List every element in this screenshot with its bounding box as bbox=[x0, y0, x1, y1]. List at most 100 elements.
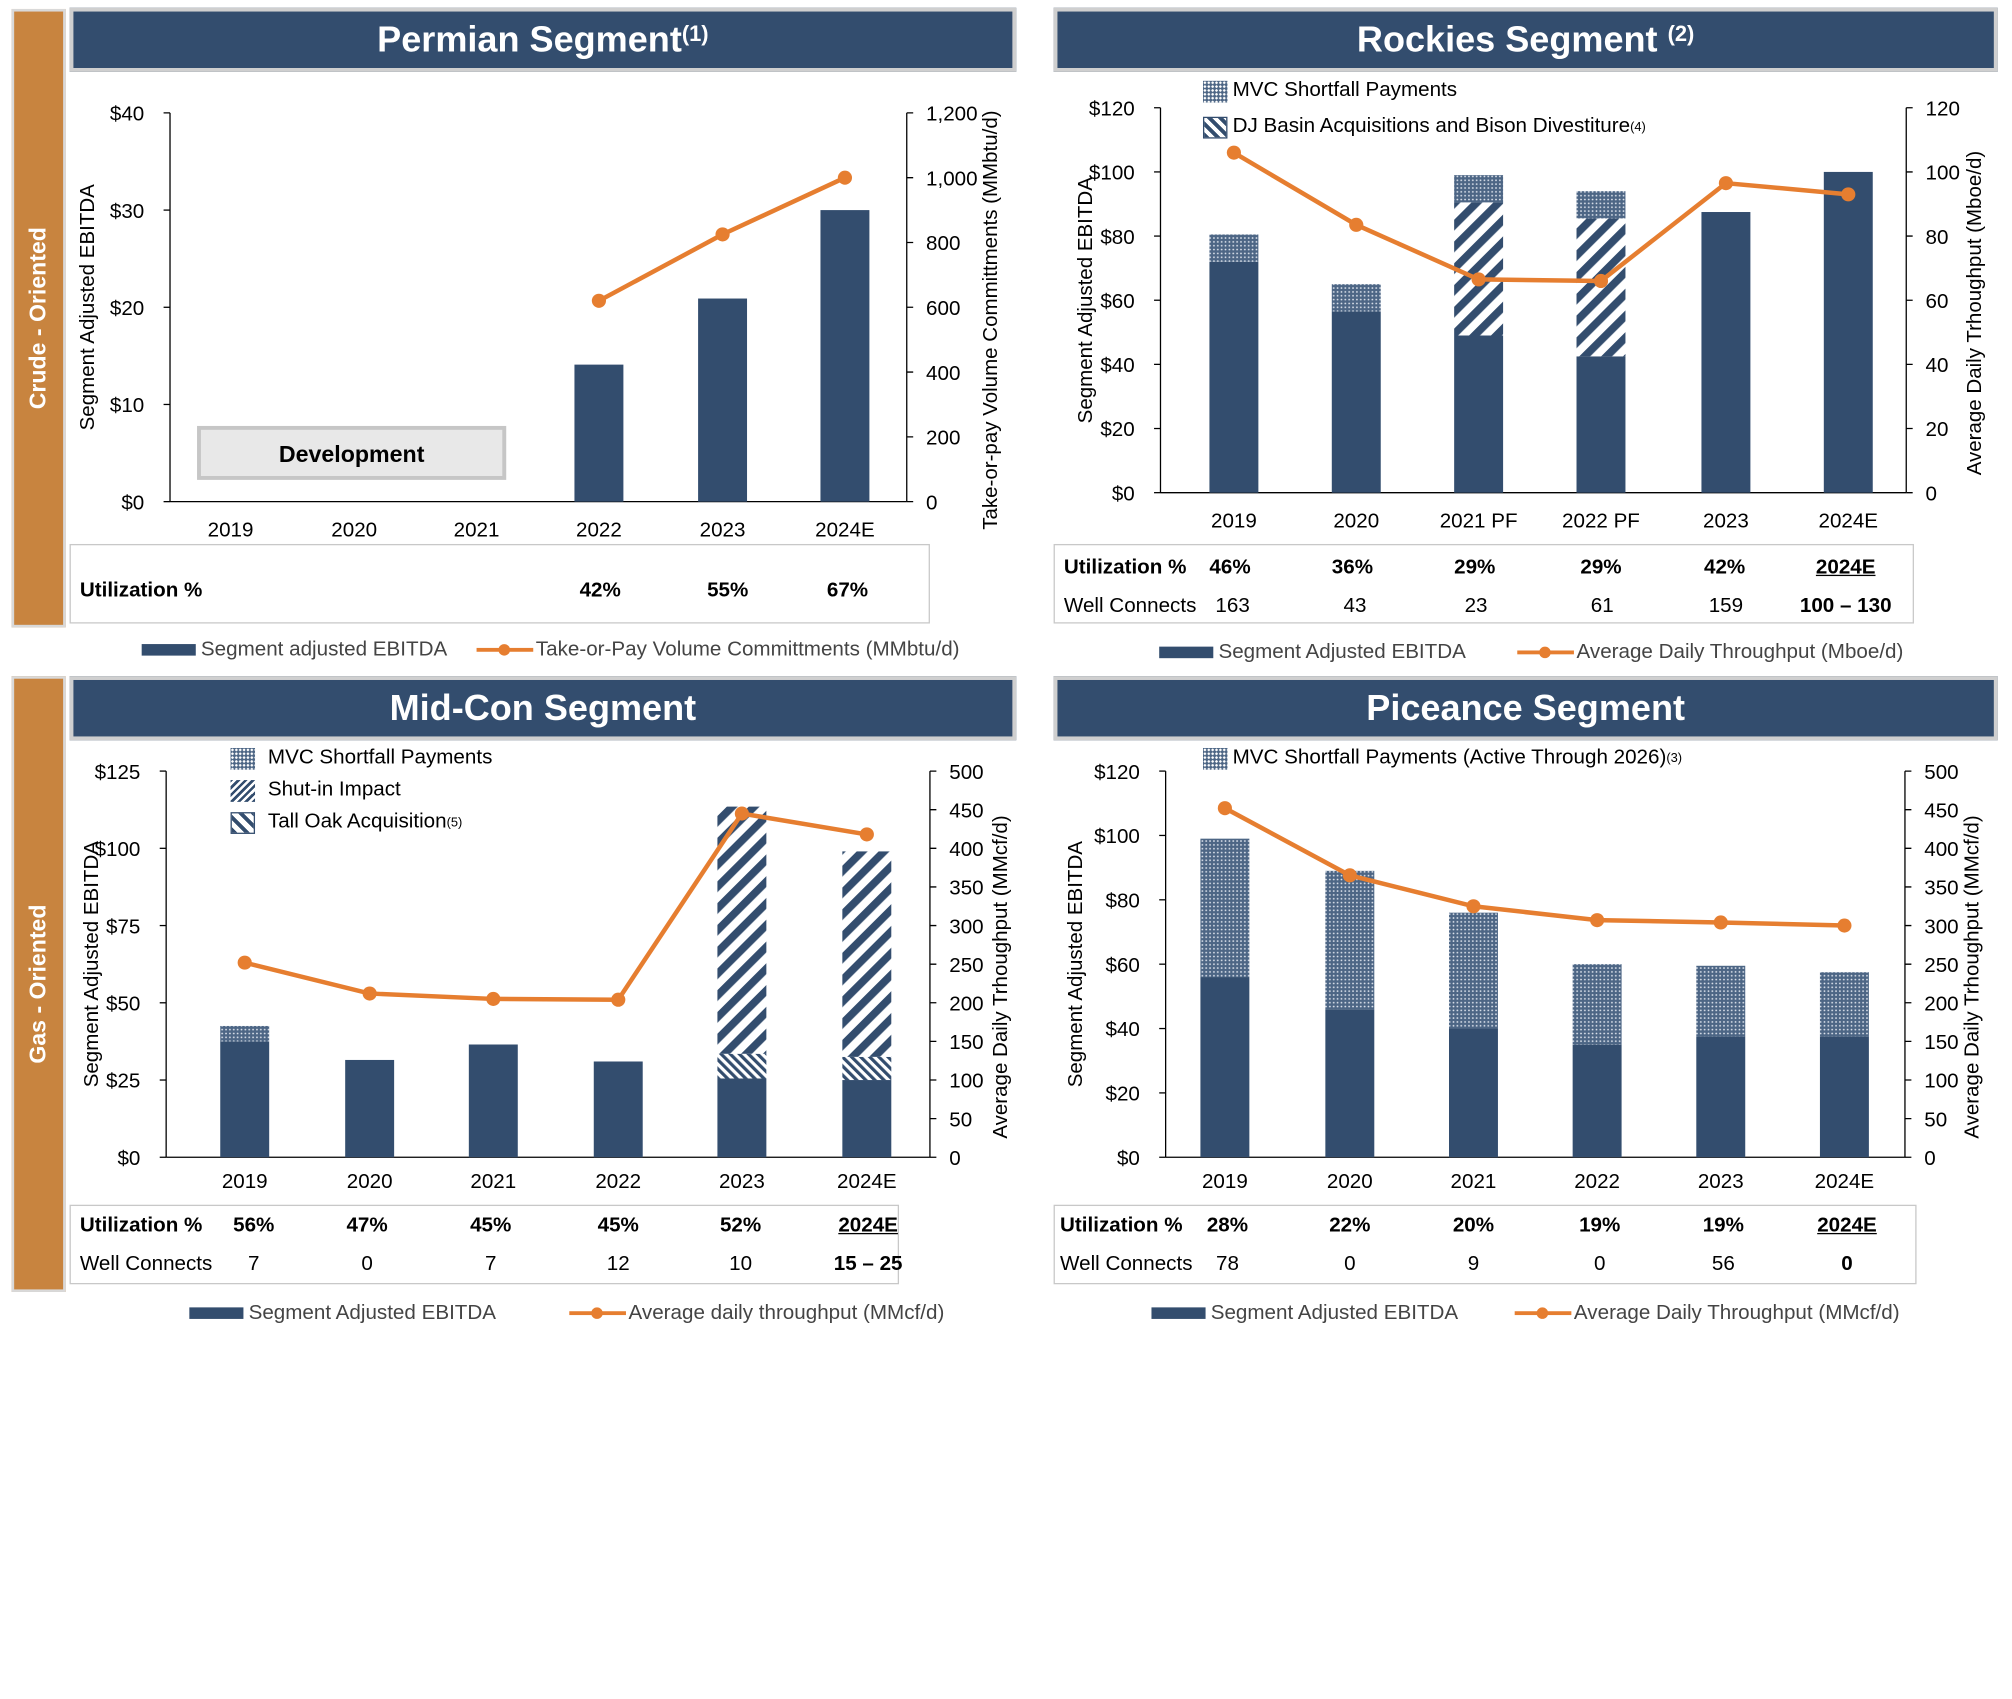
y-axis-title: Segment Adjusted EBITDA bbox=[76, 184, 99, 431]
line-series bbox=[1223, 806, 1845, 928]
piceance-table: Utilization % 28% 22% 20% 19% 19% 2024E … bbox=[1053, 1204, 1917, 1285]
bar-segment bbox=[1209, 234, 1259, 262]
x-tick-label: 2023 bbox=[1703, 509, 1749, 532]
line-series bbox=[1232, 150, 1849, 284]
table-cell: 42% bbox=[1704, 556, 1746, 579]
line-point bbox=[591, 293, 607, 308]
line-point bbox=[1471, 272, 1486, 287]
table-cell: 46% bbox=[1209, 556, 1251, 579]
bar-segment bbox=[717, 1078, 767, 1158]
y-tick-label: $80 bbox=[1100, 226, 1134, 249]
x-tick-label: 2022 bbox=[595, 1170, 641, 1193]
table-cell: 45% bbox=[597, 1215, 639, 1237]
diagonal-hatch-icon bbox=[1202, 116, 1228, 138]
line-point bbox=[237, 955, 252, 970]
bar-segment bbox=[1696, 965, 1746, 1037]
permian-chart: $0 $10 $20 $30 $40 0 200 400 600 800 1,000 1,200 Seg… bbox=[70, 74, 1017, 545]
y2-tick-label: 1,200 bbox=[926, 103, 978, 126]
line-point bbox=[859, 827, 874, 842]
table-cell: 23 bbox=[1464, 595, 1488, 618]
bar-segment bbox=[593, 1061, 643, 1158]
bar-segment bbox=[1449, 912, 1498, 1029]
table-cell: 36% bbox=[1331, 556, 1374, 579]
bar-segment bbox=[1701, 212, 1751, 493]
y-tick-label: $20 bbox=[1100, 418, 1134, 441]
table-cell: 78 bbox=[1216, 1253, 1239, 1276]
y2-tick-label: 200 bbox=[949, 993, 983, 1016]
table-row-label: Utilization % bbox=[1060, 1215, 1183, 1237]
table-cell: 19% bbox=[1579, 1215, 1621, 1237]
table-cell: 22% bbox=[1329, 1215, 1371, 1237]
piceance-legend-line: Average Daily Throughput (MMcf/d) bbox=[1514, 1302, 1900, 1325]
midcon-legend-tall-oak: Tall Oak Acquisition (5) bbox=[230, 811, 462, 834]
bar-segment bbox=[220, 1041, 270, 1158]
bar-segment bbox=[698, 298, 748, 502]
bar-segment bbox=[1819, 1036, 1869, 1158]
table-cell: 159 bbox=[1708, 595, 1744, 618]
x-tick-label: 2019 bbox=[1211, 509, 1257, 532]
crude-oriented-label: Crude - Oriented bbox=[11, 8, 66, 628]
y2-tick-label: 800 bbox=[926, 232, 960, 255]
y2-tick-label: 50 bbox=[1924, 1108, 1947, 1131]
piceance-chart: $0 $20 $40 $60 $80 $100 $120 0 50 100 150 200 250 300… bbox=[1054, 743, 1998, 1205]
rockies-title: Rockies Segment (2) bbox=[1053, 7, 1998, 72]
rockies-legend-bar: Segment Adjusted EBITDA bbox=[1159, 642, 1466, 665]
y2-tick-label: 1,000 bbox=[926, 167, 978, 190]
midcon-legend-shut-in: Shut-in Impact bbox=[230, 779, 401, 802]
line-swatch-icon bbox=[1517, 646, 1574, 659]
y2-tick-label: 500 bbox=[949, 761, 983, 784]
y2-tick-label: 120 bbox=[1926, 98, 1960, 121]
table-cell: 43 bbox=[1343, 595, 1367, 618]
table-cell: 45% bbox=[470, 1215, 512, 1237]
piceance-title: Piceance Segment bbox=[1053, 676, 1998, 741]
y-tick-label: $0 bbox=[121, 491, 144, 514]
y-tick-label: $75 bbox=[106, 915, 140, 938]
midcon-legend-mvc: MVC Shortfall Payments bbox=[230, 747, 492, 770]
line-swatch-icon bbox=[476, 644, 534, 656]
line-point bbox=[1593, 273, 1609, 289]
permian-legend-line: Take-or-Pay Volume Committments (MMbtu/d… bbox=[476, 639, 960, 662]
y2-tick-label: 250 bbox=[949, 954, 983, 977]
table-cell: 163 bbox=[1215, 595, 1250, 618]
y-tick-label: $60 bbox=[1106, 954, 1140, 977]
y2-tick-label: 350 bbox=[949, 877, 983, 900]
line-point bbox=[715, 227, 730, 242]
bar-segment bbox=[1576, 191, 1626, 219]
x-tick-label: 2020 bbox=[1327, 1170, 1373, 1193]
midcon-svg: $0 $25 $50 $75 $100 $125 0 50 100 150 200 250 300 350… bbox=[80, 761, 1012, 1193]
table-cell: 42% bbox=[579, 579, 621, 602]
bar-segment bbox=[717, 806, 767, 1054]
y-axis-title: Segment Adjusted EBITDA bbox=[80, 841, 103, 1088]
table-cell: 67% bbox=[826, 579, 869, 602]
rockies-legend-line: Average Daily Throughput (Mboe/d) bbox=[1517, 642, 1903, 665]
rockies-chart: $0 $20 $40 $60 $80 $100 $120 0 20 40 60 80 100 120 Seg… bbox=[1054, 74, 1998, 545]
line-point bbox=[1226, 145, 1241, 160]
bar-swatch-icon bbox=[1151, 1307, 1206, 1320]
bar-segment bbox=[1331, 284, 1381, 312]
line-series bbox=[244, 811, 868, 1002]
x-tick-label: 2021 bbox=[454, 518, 500, 541]
bar-segment bbox=[1331, 311, 1381, 493]
line-point bbox=[362, 986, 377, 1001]
bar-segment bbox=[1576, 356, 1626, 493]
x-tick-label: 2019 bbox=[208, 518, 254, 541]
piceance-legend-bar: Segment Adjusted EBITDA bbox=[1151, 1302, 1458, 1325]
line-point bbox=[1217, 801, 1232, 816]
bar-swatch-icon bbox=[1159, 646, 1214, 659]
bar-segment bbox=[1325, 870, 1375, 1010]
table-cell: 7 bbox=[248, 1253, 260, 1276]
x-tick-label: 2021 bbox=[470, 1170, 516, 1193]
bar-segment bbox=[1449, 1028, 1498, 1158]
y-tick-label: $125 bbox=[95, 761, 141, 784]
line-swatch-icon bbox=[569, 1307, 626, 1320]
y2-tick-label: 300 bbox=[1924, 915, 1958, 938]
line-point bbox=[1718, 176, 1734, 191]
x-tick-label: 2019 bbox=[1202, 1170, 1248, 1193]
y2-tick-label: 150 bbox=[949, 1031, 983, 1054]
permian-svg: $0 $10 $20 $30 $40 0 200 400 600 800 1,000 1,200 Seg… bbox=[76, 103, 1002, 542]
x-tick-label: 2020 bbox=[347, 1170, 393, 1193]
bar-segment bbox=[220, 1025, 270, 1042]
y2-tick-label: 350 bbox=[1924, 877, 1958, 900]
bar-segment bbox=[820, 210, 870, 502]
piceance-legend-mvc: MVC Shortfall Payments (Active Through 2… bbox=[1202, 747, 1682, 770]
